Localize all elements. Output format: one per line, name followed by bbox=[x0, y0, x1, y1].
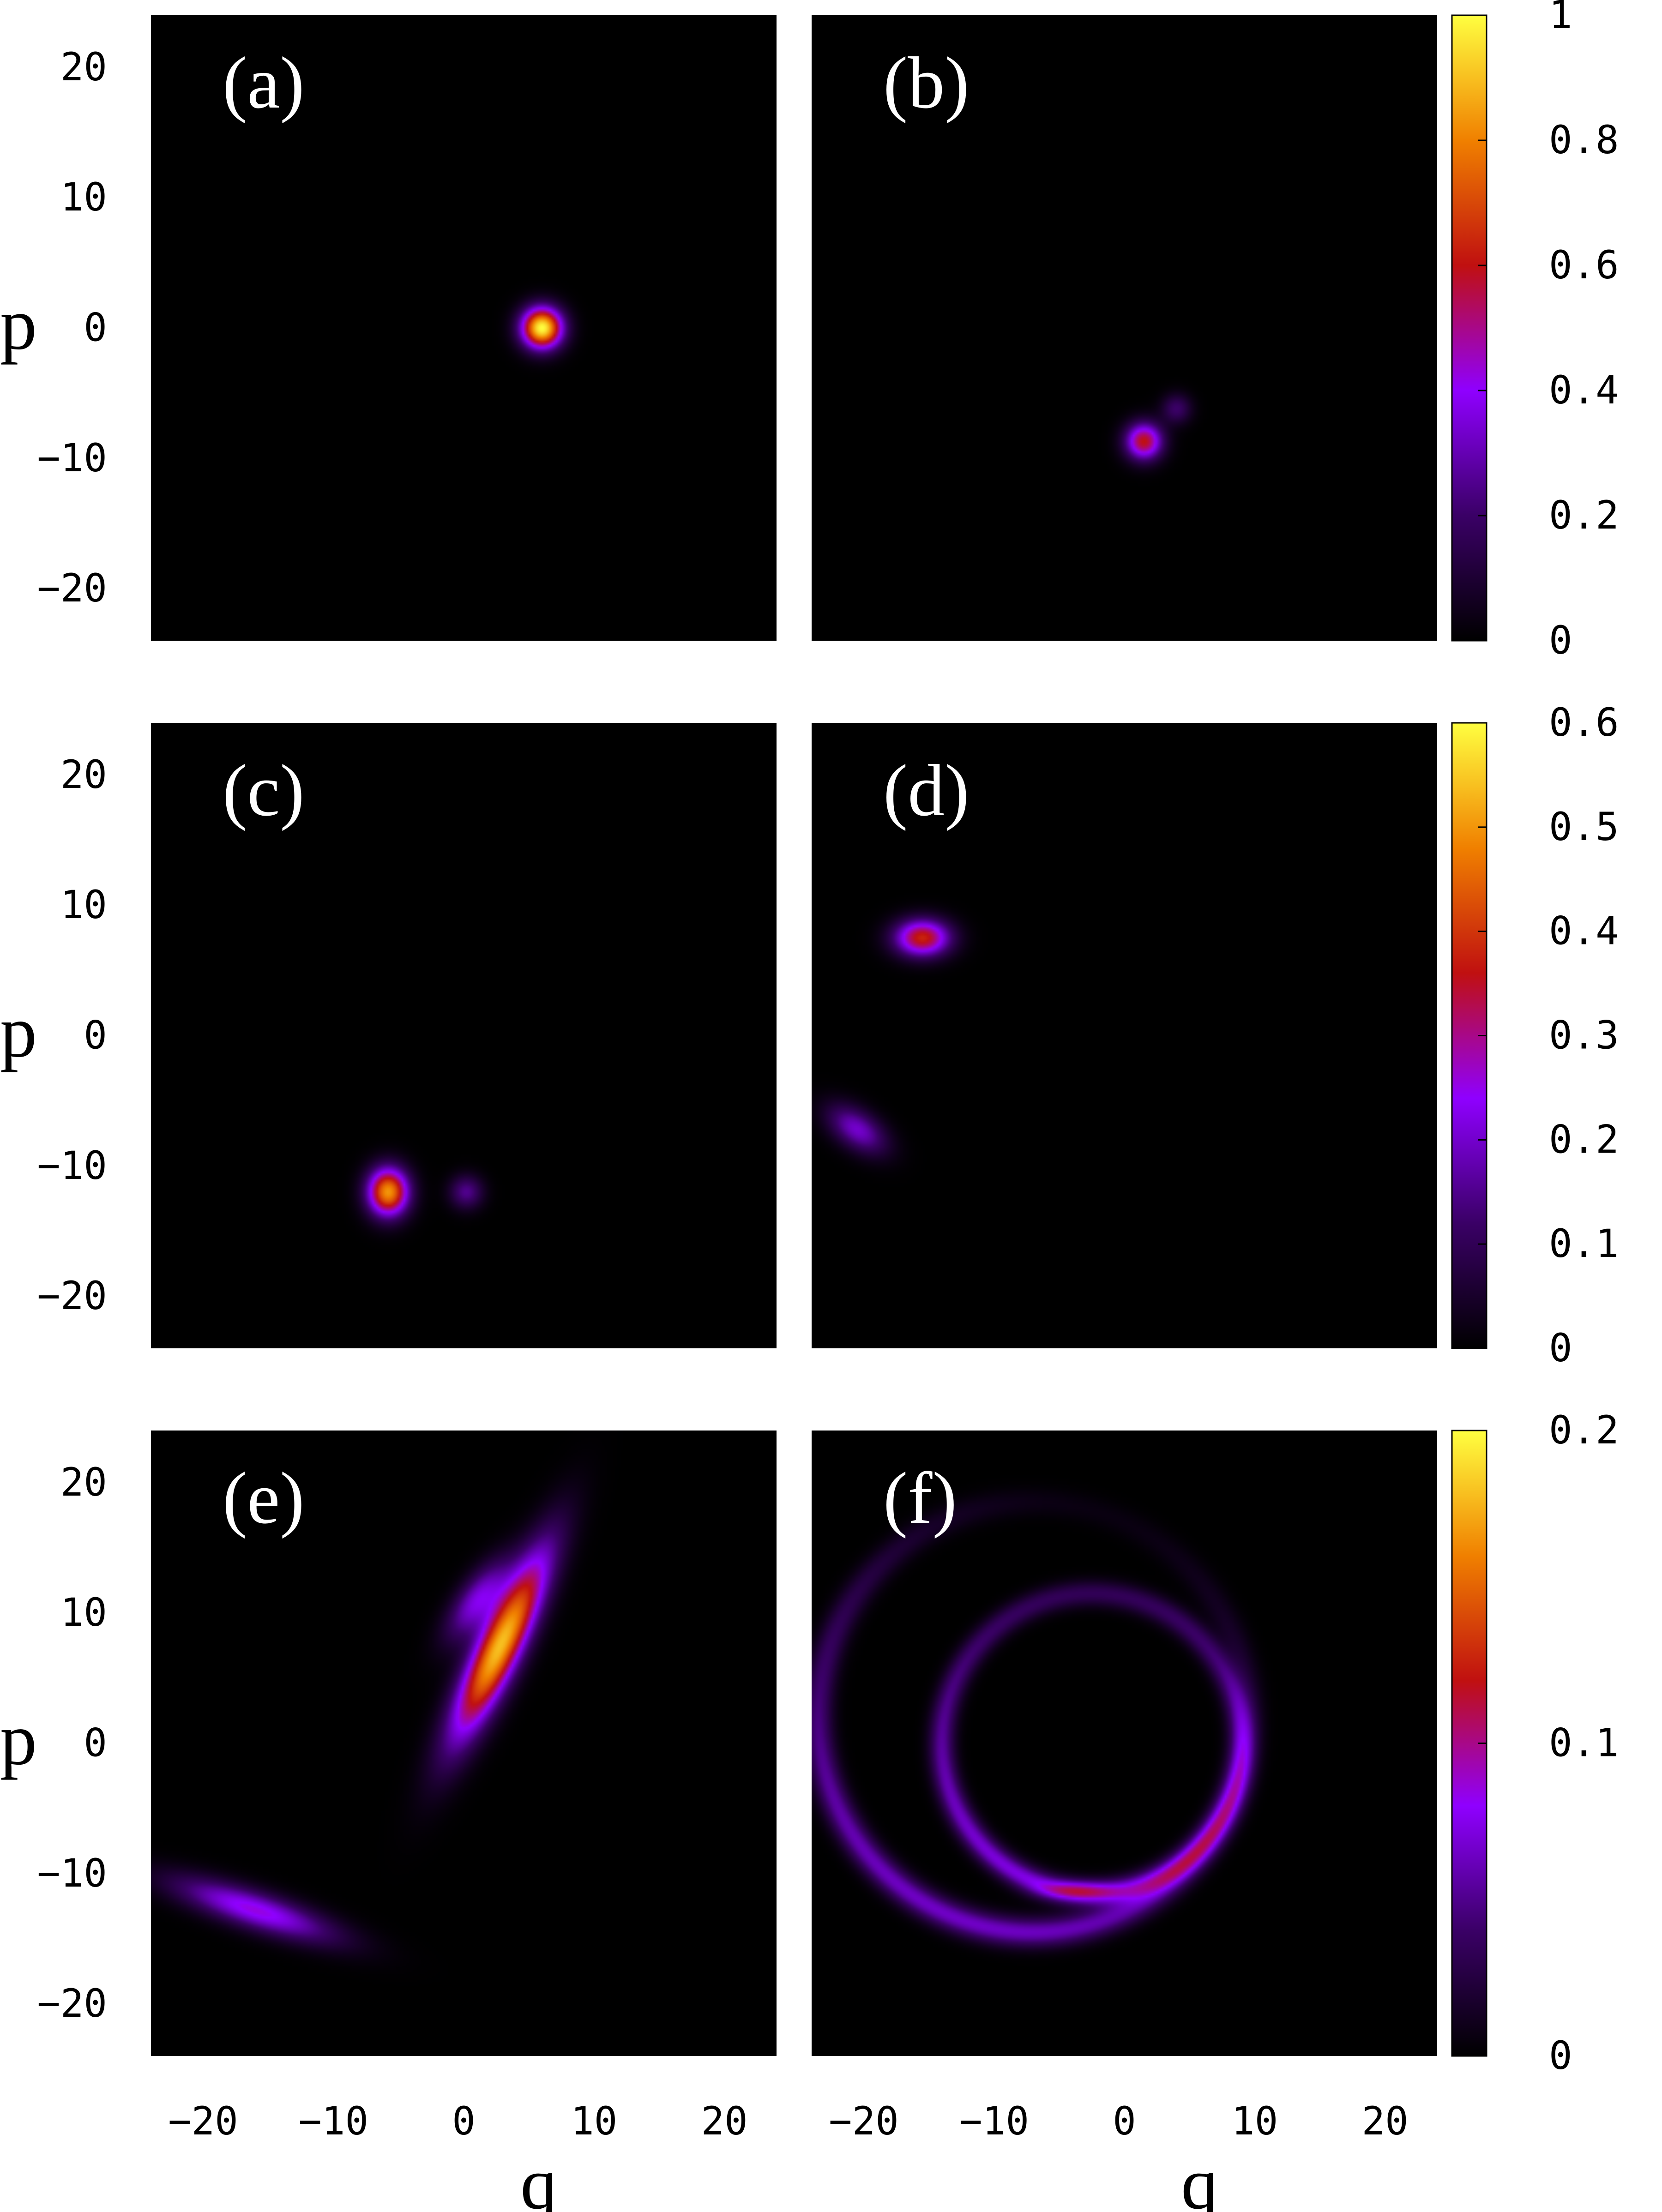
panel-label: (f) bbox=[883, 1457, 957, 1539]
y-tick-label: −20 bbox=[37, 1981, 107, 2026]
x-tick-label: −10 bbox=[959, 2098, 1029, 2144]
heatmap-panel bbox=[151, 1431, 777, 2056]
x-tick-label: 10 bbox=[571, 2098, 617, 2144]
colorbar-tick-label: 0.3 bbox=[1549, 1013, 1619, 1058]
y-tick-label: 10 bbox=[60, 174, 107, 220]
x-tick-label: −20 bbox=[829, 2098, 899, 2144]
heatmap-panel bbox=[151, 723, 777, 1348]
colorbar bbox=[1451, 14, 1487, 642]
colorbar-tick-label: 0.5 bbox=[1549, 804, 1619, 849]
panel-label: (e) bbox=[223, 1457, 305, 1539]
y-tick-label: 0 bbox=[84, 305, 107, 350]
x-tick-label: 10 bbox=[1231, 2098, 1278, 2144]
x-tick-label: −20 bbox=[168, 2098, 238, 2144]
x-tick-label: 0 bbox=[452, 2098, 476, 2144]
y-tick-label: −20 bbox=[37, 1273, 107, 1318]
colorbar-tick-label: 0.2 bbox=[1549, 1407, 1619, 1453]
heatmap-panel bbox=[151, 15, 777, 641]
colorbar-tick-label: 0.2 bbox=[1549, 493, 1619, 538]
y-tick-label: −20 bbox=[37, 565, 107, 611]
colorbar-tick-label: 0.1 bbox=[1549, 1221, 1619, 1266]
colorbar-tick-label: 0.4 bbox=[1549, 908, 1619, 954]
y-tick-label: −10 bbox=[37, 435, 107, 481]
y-tick-label: 20 bbox=[60, 44, 107, 90]
panel-label: (a) bbox=[223, 42, 305, 124]
y-tick-label: −10 bbox=[37, 1851, 107, 1896]
x-axis-label: q bbox=[1181, 2142, 1218, 2212]
colorbar-tick-label: 0.6 bbox=[1549, 242, 1619, 288]
colorbar-tick-label: 0.1 bbox=[1549, 1720, 1619, 1766]
colorbar-tick-label: 0 bbox=[1549, 1325, 1572, 1370]
y-tick-label: 0 bbox=[84, 1720, 107, 1766]
x-tick-label: 20 bbox=[701, 2098, 748, 2144]
y-axis-label: p bbox=[0, 991, 37, 1073]
heatmap-panel bbox=[812, 15, 1437, 641]
colorbar-tick-label: 0.4 bbox=[1549, 367, 1619, 413]
x-tick-label: 0 bbox=[1113, 2098, 1136, 2144]
colorbar-tick-label: 0 bbox=[1549, 618, 1572, 663]
y-tick-label: 10 bbox=[60, 882, 107, 927]
heatmap-panel bbox=[812, 723, 1437, 1348]
panel-label: (d) bbox=[883, 749, 970, 831]
panel-label: (b) bbox=[883, 42, 970, 124]
colorbar-tick-label: 1 bbox=[1549, 0, 1572, 37]
y-tick-label: 0 bbox=[84, 1013, 107, 1058]
x-axis-label: q bbox=[520, 2142, 557, 2212]
y-tick-label: 20 bbox=[60, 752, 107, 797]
heatmap-panel bbox=[812, 1431, 1437, 2056]
colorbar-tick-label: 0.6 bbox=[1549, 700, 1619, 745]
colorbar-tick-label: 0.8 bbox=[1549, 117, 1619, 162]
y-tick-label: 20 bbox=[60, 1460, 107, 1505]
colorbar-tick-label: 0.2 bbox=[1549, 1117, 1619, 1162]
y-axis-label: p bbox=[0, 1698, 37, 1780]
y-axis-label: p bbox=[0, 283, 37, 365]
colorbar-tick-label: 0 bbox=[1549, 2033, 1572, 2078]
x-tick-label: −10 bbox=[298, 2098, 368, 2144]
x-tick-label: 20 bbox=[1362, 2098, 1409, 2144]
panel-label: (c) bbox=[223, 749, 305, 831]
y-tick-label: 10 bbox=[60, 1590, 107, 1635]
y-tick-label: −10 bbox=[37, 1143, 107, 1188]
